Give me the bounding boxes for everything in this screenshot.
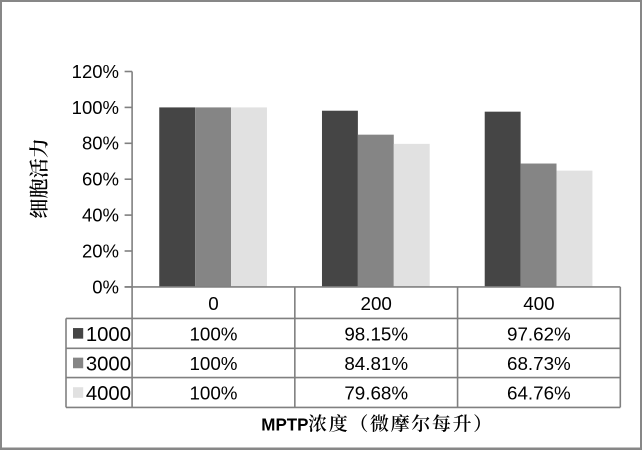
- svg-text:0%: 0%: [92, 276, 119, 297]
- svg-text:100%: 100%: [189, 323, 237, 344]
- svg-text:60%: 60%: [82, 169, 119, 190]
- svg-text:3000: 3000: [86, 353, 131, 375]
- svg-text:1000: 1000: [86, 324, 131, 346]
- svg-text:0: 0: [208, 293, 218, 314]
- svg-text:120%: 120%: [72, 61, 119, 82]
- svg-text:4000: 4000: [86, 383, 131, 405]
- svg-text:80%: 80%: [82, 133, 119, 154]
- svg-text:84.81%: 84.81%: [344, 353, 408, 374]
- svg-text:98.15%: 98.15%: [344, 323, 408, 344]
- svg-text:68.73%: 68.73%: [507, 353, 571, 374]
- svg-text:100%: 100%: [189, 382, 237, 403]
- svg-text:MPTP: MPTP: [261, 415, 308, 435]
- svg-text:20%: 20%: [82, 240, 119, 261]
- svg-text:100%: 100%: [189, 353, 237, 374]
- svg-text:64.76%: 64.76%: [507, 382, 571, 403]
- svg-text:400: 400: [523, 293, 554, 314]
- svg-text:97.62%: 97.62%: [507, 323, 571, 344]
- svg-text:40%: 40%: [82, 204, 119, 225]
- svg-text:100%: 100%: [72, 97, 119, 118]
- svg-text:200: 200: [361, 293, 392, 314]
- svg-text:79.68%: 79.68%: [344, 382, 408, 403]
